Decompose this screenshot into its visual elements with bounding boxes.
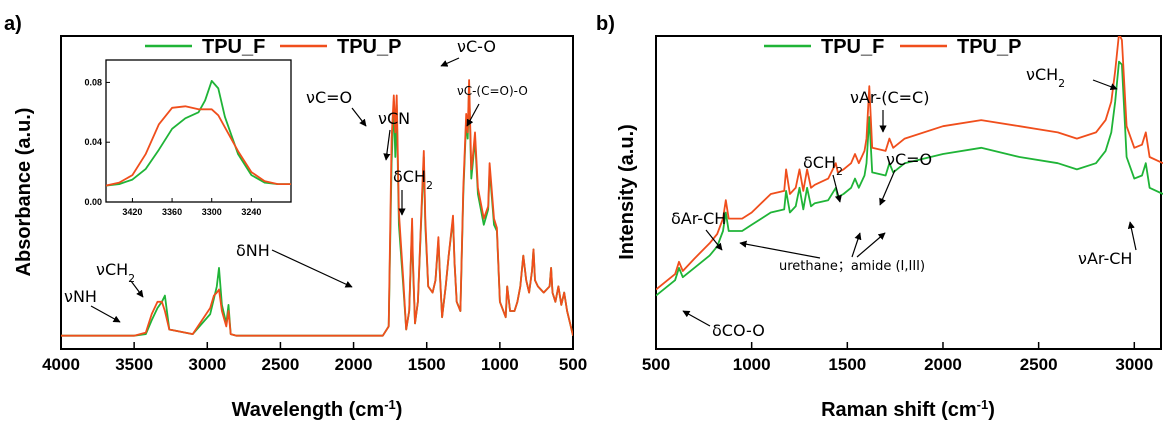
x-b-tick-label-500: 500 — [642, 355, 670, 374]
x-b-tick-label-2500: 2500 — [1020, 355, 1058, 374]
x-b-tick-label-1000: 1000 — [733, 355, 771, 374]
annotation-nu-co: νC=O — [306, 88, 352, 107]
panel-b-label: b) — [596, 13, 615, 35]
inset-series-tpu-f — [106, 80, 291, 187]
panel-a: a) 4000 3500 3000 2500 2000 1500 1000 500 Absor… — [4, 13, 587, 421]
annotation-nu-co-b: νC=O — [886, 150, 932, 169]
arrow-nu-ch2-a — [130, 280, 144, 298]
x-axis-label-a: Wavelength (cm-1) — [232, 397, 403, 421]
arrow-delta-ar-ch — [705, 229, 723, 251]
legend-b: TPU_F TPU_P — [764, 36, 1021, 58]
chart-a-series-tpu-p — [61, 79, 573, 337]
annotation-delta-nh: δNH — [236, 241, 270, 260]
arrow-nu-cn — [383, 129, 391, 161]
arrow-urethane-1 — [739, 240, 821, 259]
x-a-tick-label-2000: 2000 — [335, 355, 373, 374]
annotation-urethane-amide: urethane；amide (I,III) — [779, 259, 925, 274]
chart-b-series-tpu-f — [656, 60, 1163, 297]
inset-y-tick-label-0.08: 0.08 — [84, 77, 102, 87]
arrow-nu-ch2-b — [1092, 79, 1118, 91]
x-axis-label-b: Raman shift (cm-1) — [821, 397, 995, 421]
inset-ticks: 3420 3360 3300 3240 0.00 0.04 0.08 — [84, 77, 261, 217]
x-ticks-a: 4000 3500 3000 2500 2000 1500 1000 500 — [42, 342, 587, 374]
annotation-delta-ar-ch: δAr-CH — [671, 209, 726, 228]
x-a-tick-label-3000: 3000 — [188, 355, 226, 374]
annotation-nu-cn: νCN — [378, 109, 410, 128]
annotation-nu-c-o: νC-O — [457, 37, 496, 56]
x-b-tick-label-3000: 3000 — [1115, 355, 1153, 374]
y-axis-label-b: Intensity (a.u.) — [616, 124, 638, 260]
inset-x-tick-label-3240: 3240 — [241, 207, 261, 217]
inset-x-tick-label-3300: 3300 — [202, 207, 222, 217]
inset-x-tick-label-3360: 3360 — [162, 207, 182, 217]
arrow-urethane-3 — [856, 232, 886, 258]
x-a-tick-label-1000: 1000 — [481, 355, 519, 374]
x-a-tick-label-4000: 4000 — [42, 355, 80, 374]
annotation-nu-c-co-o: νC-(C=O)-O — [457, 84, 528, 98]
arrow-nu-co — [351, 107, 367, 127]
arrow-nu-co-b — [879, 169, 896, 206]
series-group-a — [61, 79, 573, 337]
legend-a: TPU_F TPU_P — [145, 36, 401, 58]
legend-label-tpu-f: TPU_F — [202, 36, 265, 58]
legend-label-tpu-f-b: TPU_F — [821, 36, 884, 58]
annotation-delta-co-o: δCO-O — [712, 321, 765, 340]
arrow-delta-nh — [271, 249, 353, 288]
annotation-nu-ch2-b: νCH2 — [1026, 65, 1065, 90]
plot-frame-a — [60, 35, 574, 350]
series-group-b — [656, 36, 1163, 297]
panel-b: b) 500 1000 1500 2000 2500 3000 Intensity (a.… — [596, 13, 1163, 421]
x-a-tick-label-2500: 2500 — [262, 355, 300, 374]
x-a-tick-label-500: 500 — [559, 355, 587, 374]
arrow-delta-ch2-b — [832, 174, 842, 203]
plot-frame-b — [655, 35, 1162, 350]
x-a-tick-label-1500: 1500 — [408, 355, 446, 374]
annotation-nu-ar-cc: νAr-(C=C) — [850, 88, 929, 107]
annotation-delta-ch2-a: δCH2 — [393, 167, 433, 192]
chart-b-series-tpu-p — [656, 36, 1163, 291]
annotations-a: νNH νCH2 δNH νC=O νCN δCH2 νC-O νC-(C=O)… — [64, 37, 528, 323]
arrow-nu-c-co-o — [466, 103, 480, 127]
legend-label-tpu-p: TPU_P — [337, 36, 401, 58]
panel-a-label: a) — [4, 13, 22, 35]
y-axis-label-a: Absorbance (a.u.) — [13, 108, 35, 277]
legend-label-tpu-p-b: TPU_P — [957, 36, 1021, 58]
inset-y-tick-label-0.00: 0.00 — [84, 197, 102, 207]
inset-x-tick-label-3420: 3420 — [122, 207, 142, 217]
annotation-nu-nh: νNH — [64, 287, 97, 306]
x-ticks-b: 500 1000 1500 2000 2500 3000 — [642, 342, 1153, 374]
inset-series-group — [106, 80, 291, 187]
arrow-delta-co-o — [682, 310, 711, 327]
x-a-tick-label-3500: 3500 — [115, 355, 153, 374]
annotation-nu-ar-ch: νAr-CH — [1078, 249, 1132, 268]
inset-y-tick-label-0.04: 0.04 — [84, 137, 102, 147]
arrow-nu-c-o — [440, 57, 460, 67]
arrow-urethane-2 — [851, 232, 862, 258]
arrow-nu-nh — [90, 305, 121, 323]
annotation-delta-ch2-b: δCH2 — [803, 153, 843, 178]
arrow-nu-ar-ch — [1127, 221, 1137, 251]
annotation-nu-ch2-a: νCH2 — [96, 260, 135, 285]
annotations-b: δAr-CH δCO-O δCH2 νAr-(C=C) νC=O urethan… — [671, 65, 1137, 340]
x-b-tick-label-2000: 2000 — [924, 355, 962, 374]
inset-series-tpu-p — [106, 105, 291, 187]
inset-chart: 3420 3360 3300 3240 0.00 0.04 0.08 — [84, 59, 292, 217]
x-b-tick-label-1500: 1500 — [828, 355, 866, 374]
